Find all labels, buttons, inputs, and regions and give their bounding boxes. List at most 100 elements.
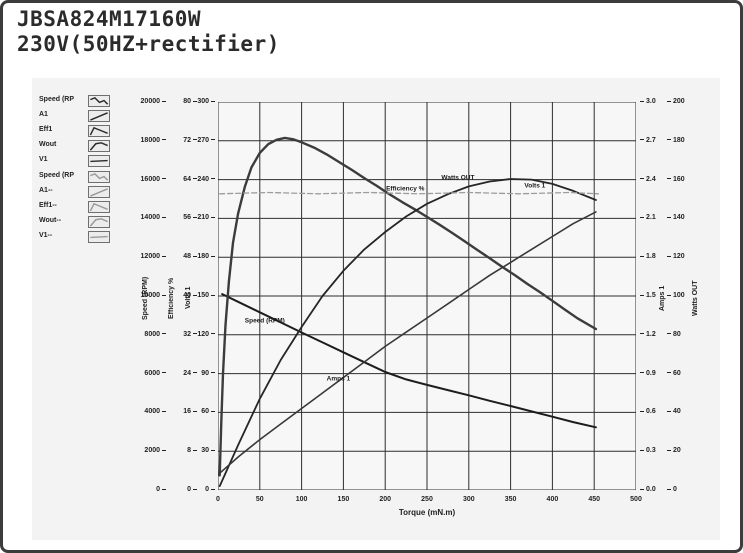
legend-item-label: A1-- bbox=[39, 186, 53, 194]
tick-mark bbox=[193, 217, 197, 219]
axis-tick-label: 200 bbox=[667, 98, 685, 106]
curve-label-speed: Speed (RPM) bbox=[244, 317, 285, 325]
tick-mark bbox=[211, 294, 215, 296]
curve-label-watts: Watts OUT bbox=[441, 174, 475, 182]
curve-volts bbox=[219, 191, 600, 195]
curve-label-volts: Volts 1 bbox=[524, 182, 546, 190]
axis-tick-label: 210 bbox=[175, 214, 215, 222]
x-axis-tick-label: 50 bbox=[255, 496, 264, 503]
tick-mark bbox=[193, 294, 197, 296]
tick-mark bbox=[667, 449, 671, 451]
tick-mark bbox=[667, 178, 671, 180]
legend-item-v1[interactable]: V1 bbox=[32, 155, 117, 168]
tick-mark bbox=[640, 255, 644, 257]
axis-tick-label: 32 bbox=[157, 331, 197, 339]
tick-mark bbox=[162, 333, 166, 335]
tick-mark bbox=[667, 333, 671, 335]
legend-item-wout[interactable]: Wout bbox=[32, 140, 117, 153]
axis-tick-label: 1.8 bbox=[640, 253, 656, 261]
axis-tick-label: 12000 bbox=[126, 253, 166, 261]
tick-mark bbox=[640, 411, 644, 413]
tick-mark bbox=[211, 411, 215, 413]
volts-curve-icon bbox=[88, 155, 110, 168]
axis-tick-label: 8 bbox=[157, 447, 197, 455]
legend-item-wout[interactable]: Wout-- bbox=[32, 215, 117, 229]
tick-mark bbox=[640, 333, 644, 335]
legend-item-label: V1 bbox=[39, 156, 48, 164]
y-axis-label-watts: Watts OUT bbox=[692, 280, 699, 316]
legend-item-a1[interactable]: A1 bbox=[32, 110, 117, 123]
tick-mark bbox=[162, 372, 166, 374]
x-axis-tick-label: 150 bbox=[337, 496, 350, 503]
axis-tick-label: 40 bbox=[157, 292, 197, 300]
tick-mark bbox=[211, 100, 215, 102]
x-axis-tick-label: 300 bbox=[462, 496, 475, 503]
legend-item-v1[interactable]: V1-- bbox=[32, 230, 117, 244]
axis-tick-label: 30 bbox=[175, 447, 215, 455]
efficiency-curve-icon bbox=[88, 125, 110, 138]
tick-mark bbox=[211, 333, 215, 335]
axis-tick-label: 0.3 bbox=[640, 447, 656, 455]
axis-tick-label: 270 bbox=[175, 137, 215, 145]
tick-mark bbox=[193, 178, 197, 180]
curve-label-efficiency: Efficiency % bbox=[386, 185, 425, 193]
tick-mark bbox=[162, 217, 166, 219]
legend-item-label: V1-- bbox=[39, 231, 53, 239]
axis-tick-label: 0 bbox=[157, 486, 197, 494]
tick-mark bbox=[211, 139, 215, 141]
curve-amps bbox=[218, 211, 597, 474]
axis-tick-label: 18000 bbox=[126, 137, 166, 145]
axis-tick-label: 1.2 bbox=[640, 331, 656, 339]
axis-tick-label: 8000 bbox=[126, 331, 166, 339]
legend-item-speed-rp[interactable]: Speed (RP bbox=[32, 95, 117, 108]
amps-curve-icon bbox=[88, 110, 110, 123]
legend-item-label: Wout bbox=[39, 141, 57, 149]
legend-item-eff1[interactable]: Eff1-- bbox=[32, 200, 117, 214]
speed-curve-icon bbox=[88, 170, 110, 183]
tick-mark bbox=[667, 139, 671, 141]
legend-item-speed-rp[interactable]: Speed (RP bbox=[32, 170, 117, 184]
tick-mark bbox=[667, 488, 671, 490]
legend-item-a1[interactable]: A1-- bbox=[32, 185, 117, 199]
tick-mark bbox=[640, 488, 644, 490]
chart-panel: Speed (RP A1 Eff1 Wout V1 Speed (RP A1-- Eff1--… bbox=[32, 78, 720, 540]
axis-tick-label: 2000 bbox=[126, 447, 166, 455]
axis-tick-label: 2.7 bbox=[640, 137, 656, 145]
axis-tick-label: 10000 bbox=[126, 292, 166, 300]
model-number: JBSA824M17160W bbox=[17, 7, 202, 31]
tick-mark bbox=[667, 217, 671, 219]
axis-tick-label: 80 bbox=[157, 98, 197, 106]
axis-tick-label: 40 bbox=[667, 408, 681, 416]
axis-tick-label: 0 bbox=[175, 486, 215, 494]
axis-tick-label: 300 bbox=[175, 98, 215, 106]
axis-tick-label: 120 bbox=[667, 253, 685, 261]
x-axis-tick-label: 0 bbox=[216, 496, 220, 503]
x-axis-tick-label: 100 bbox=[295, 496, 308, 503]
axis-tick-label: 240 bbox=[175, 176, 215, 184]
tick-mark bbox=[193, 255, 197, 257]
axis-tick-label: 2.4 bbox=[640, 176, 656, 184]
tick-mark bbox=[162, 100, 166, 102]
legend-item-label: Speed (RP bbox=[39, 171, 75, 179]
curve-efficiency bbox=[218, 136, 598, 477]
legend-item-label: Wout-- bbox=[39, 216, 62, 224]
tick-mark bbox=[162, 294, 166, 296]
axis-tick-label: 60 bbox=[667, 370, 681, 378]
volts-curve-icon bbox=[88, 230, 110, 243]
tick-mark bbox=[211, 449, 215, 451]
axis-tick-label: 48 bbox=[157, 253, 197, 261]
axis-tick-label: 0 bbox=[126, 486, 166, 494]
tick-mark bbox=[211, 372, 215, 374]
tick-mark bbox=[211, 217, 215, 219]
tick-mark bbox=[193, 139, 197, 141]
axis-tick-label: 2.1 bbox=[640, 214, 656, 222]
axis-tick-label: 14000 bbox=[126, 214, 166, 222]
axis-tick-label: 16000 bbox=[126, 176, 166, 184]
legend-item-eff1[interactable]: Eff1 bbox=[32, 125, 117, 138]
axis-tick-label: 0.9 bbox=[640, 370, 656, 378]
axis-tick-label: 16 bbox=[157, 408, 197, 416]
tick-mark bbox=[162, 449, 166, 451]
axis-tick-label: 6000 bbox=[126, 370, 166, 378]
curve-speed bbox=[221, 293, 597, 429]
